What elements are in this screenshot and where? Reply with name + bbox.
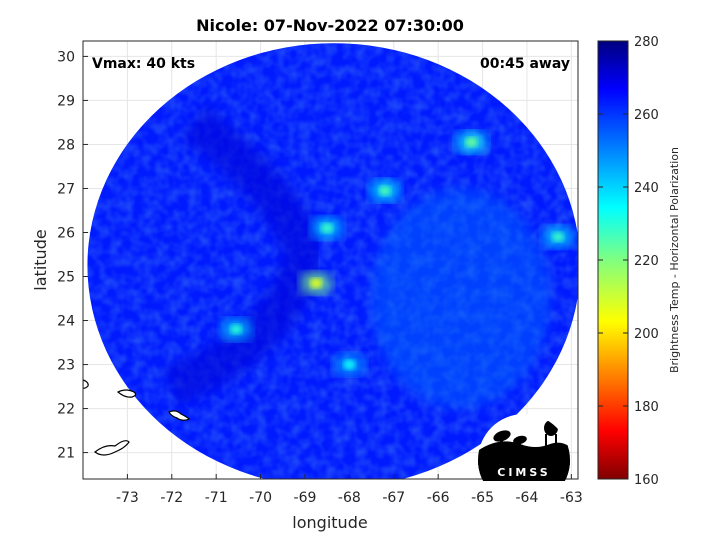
x-tick-label: -66 bbox=[427, 490, 450, 506]
colorbar-tick-label: 160 bbox=[634, 473, 659, 488]
colorbar-label: Brightness Temp - Horizontal Polarizatio… bbox=[668, 147, 681, 373]
logo-text: CIMSS bbox=[497, 466, 550, 479]
x-tick-label: -72 bbox=[160, 490, 183, 506]
y-tick-label: 22 bbox=[57, 402, 75, 418]
y-tick-label: 23 bbox=[57, 358, 75, 374]
x-tick-label: -65 bbox=[471, 490, 494, 506]
x-tick-label: -68 bbox=[338, 490, 361, 506]
feature-eye bbox=[310, 278, 323, 289]
island-a bbox=[83, 379, 89, 389]
time-offset-annotation: 00:45 away bbox=[480, 56, 570, 72]
colorbar-tick-label: 240 bbox=[634, 181, 659, 196]
colorbar-tick-label: 180 bbox=[634, 400, 659, 415]
colorbar-tick-label: 260 bbox=[634, 108, 659, 123]
y-tick-label: 26 bbox=[57, 225, 75, 241]
swath-texture bbox=[87, 43, 578, 479]
y-tick-label: 28 bbox=[57, 137, 75, 153]
x-tick-label: -73 bbox=[116, 490, 139, 506]
islands bbox=[83, 379, 191, 456]
feature-band-southwest bbox=[230, 324, 243, 335]
y-tick-label: 27 bbox=[57, 181, 75, 197]
chart-title: Nicole: 07-Nov-2022 07:30:00 bbox=[196, 16, 464, 35]
y-tick-label: 29 bbox=[57, 93, 75, 109]
colorbar-tick-label: 200 bbox=[634, 327, 659, 342]
x-tick-label: -70 bbox=[249, 490, 272, 506]
feature-cell-far-east bbox=[552, 231, 565, 242]
colorbar-tick-label: 220 bbox=[634, 254, 659, 269]
axes-box bbox=[82, 40, 579, 480]
y-tick-label: 30 bbox=[57, 49, 75, 65]
island-c bbox=[168, 410, 191, 421]
y-tick-label: 24 bbox=[57, 314, 75, 330]
swath-layer bbox=[83, 43, 578, 479]
y-axis: 21 22 23 24 25 26 27 28 29 30 bbox=[57, 49, 88, 462]
y-tick-label: 21 bbox=[57, 446, 75, 462]
colorbar-tick-label: 280 bbox=[634, 35, 659, 50]
x-axis-label: longitude bbox=[292, 513, 367, 532]
island-b bbox=[116, 389, 137, 398]
x-axis: -73 -72 -71 -70 -69 -68 -67 -66 -65 -64 -63 bbox=[116, 474, 583, 506]
x-tick-label: -67 bbox=[382, 490, 405, 506]
swath-noise bbox=[87, 43, 578, 479]
features bbox=[220, 131, 575, 376]
feature-band-northeast bbox=[378, 185, 391, 196]
feature-cell-east bbox=[465, 137, 478, 148]
vmax-annotation: Vmax: 40 kts bbox=[92, 56, 195, 72]
colorbar-ticks: 160 180 200 220 240 260 280 bbox=[598, 35, 659, 488]
feature-band-south bbox=[343, 359, 356, 370]
feature-band-north bbox=[321, 223, 334, 234]
x-tick-label: -64 bbox=[516, 490, 539, 506]
y-axis-label: latitude bbox=[31, 229, 50, 290]
x-tick-label: -69 bbox=[294, 490, 317, 506]
x-tick-label: -71 bbox=[205, 490, 228, 506]
island-d bbox=[94, 440, 130, 456]
x-tick-label: -63 bbox=[560, 490, 583, 506]
y-tick-label: 25 bbox=[57, 270, 75, 286]
